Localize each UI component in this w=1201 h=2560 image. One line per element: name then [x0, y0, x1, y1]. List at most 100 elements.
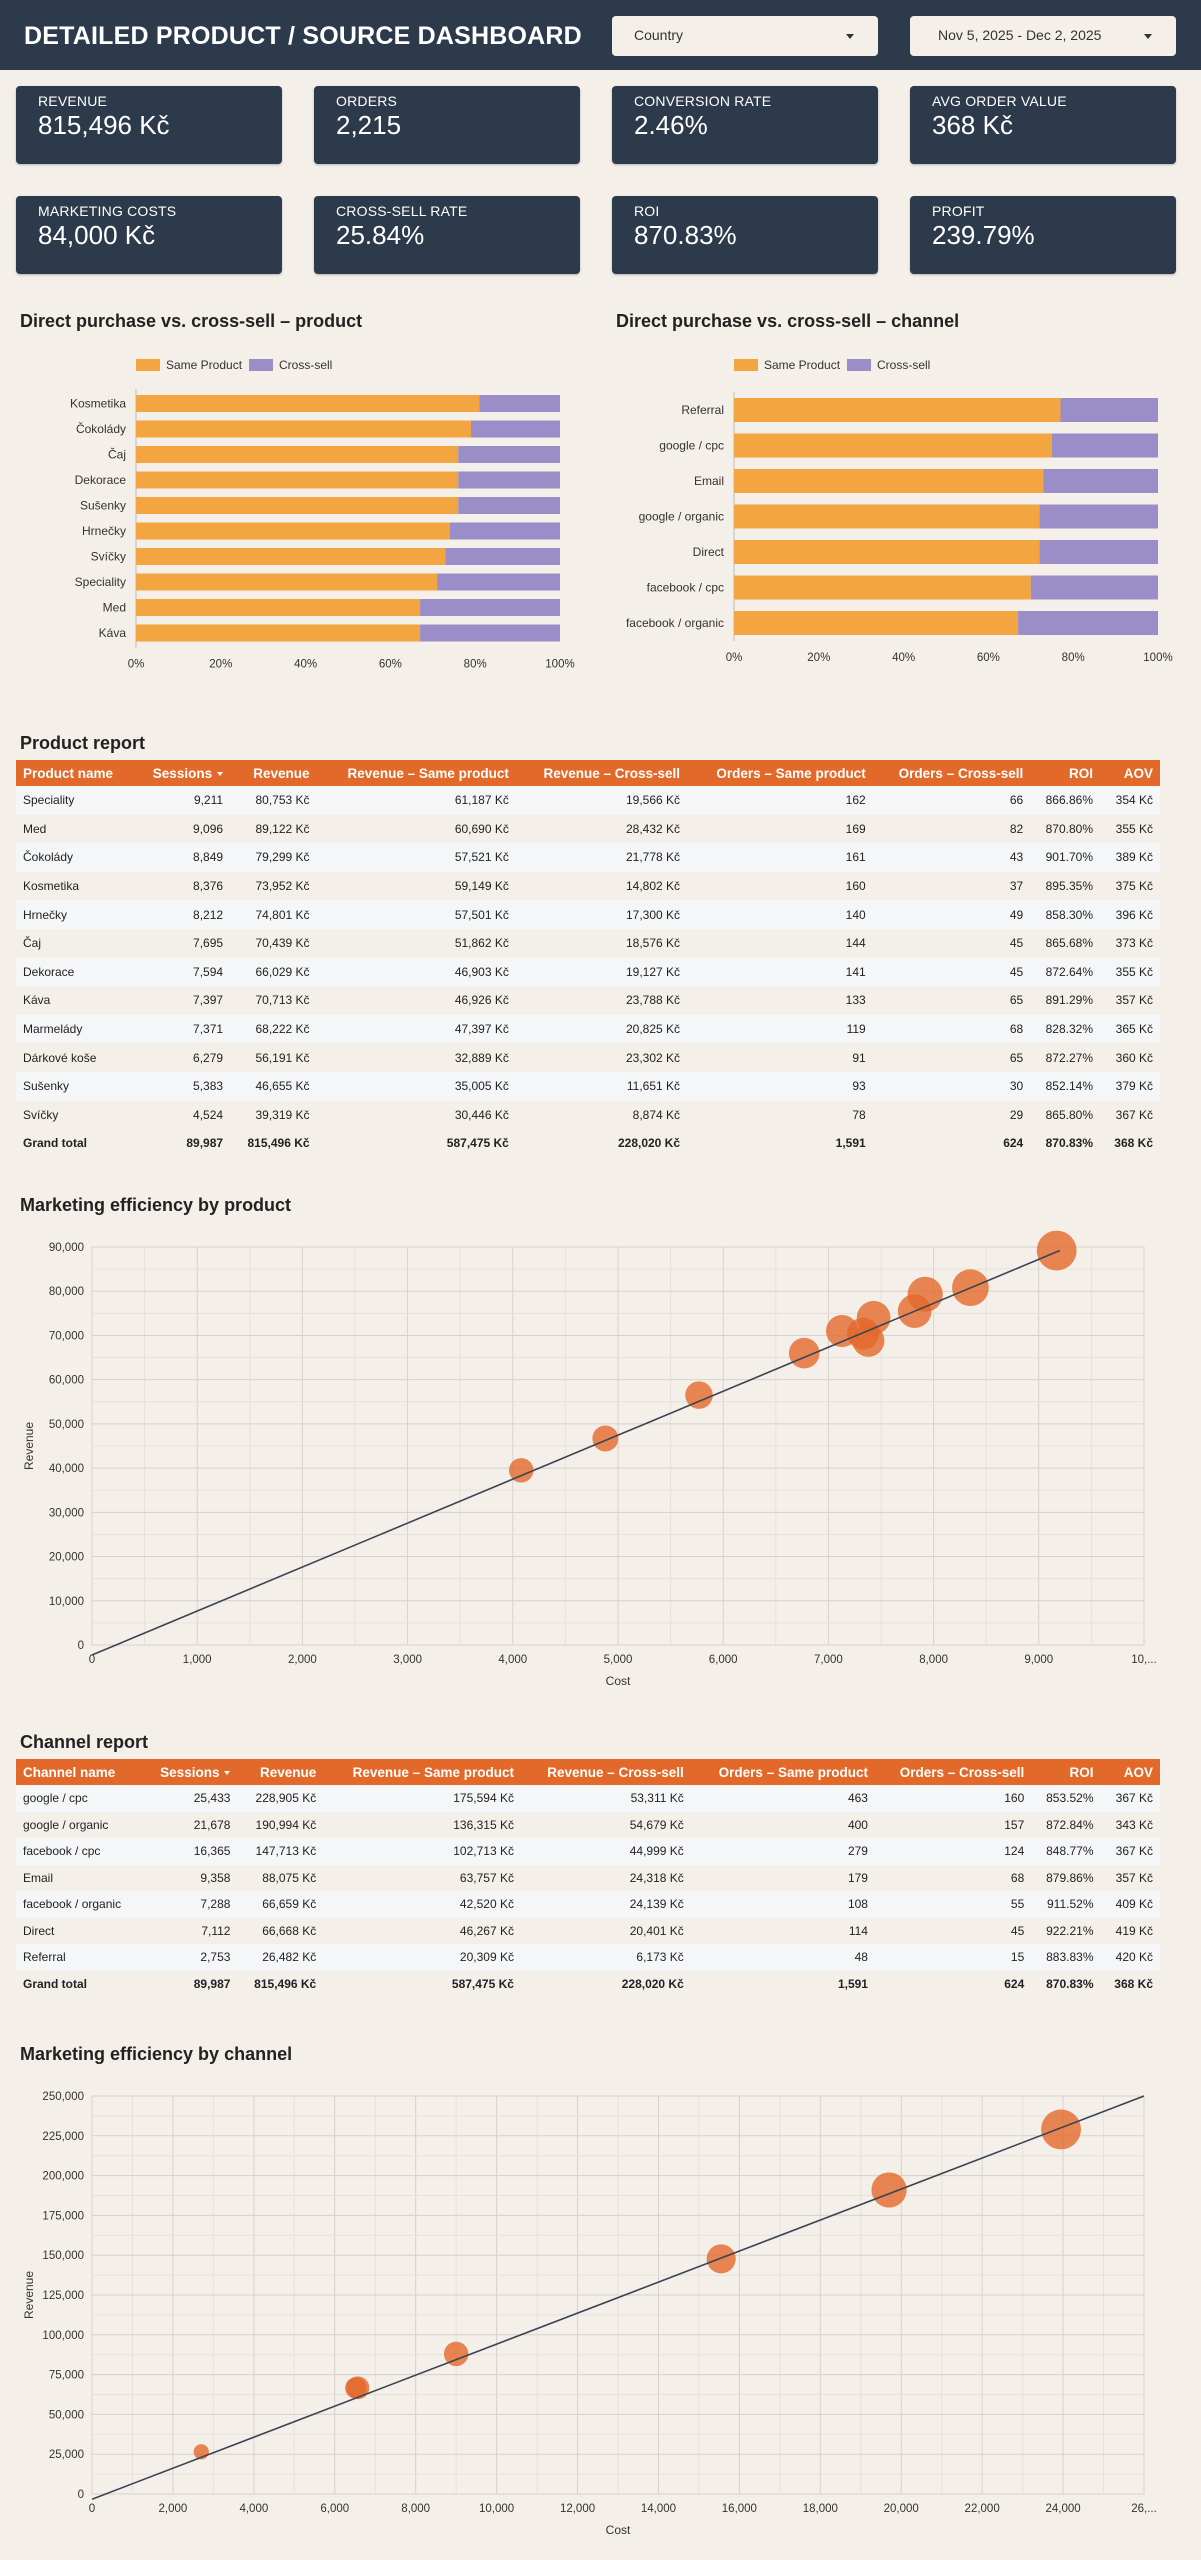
- column-header[interactable]: Orders – Same product: [690, 1759, 875, 1785]
- table-cell: 866.86%: [1030, 786, 1100, 815]
- x-axis-title: Cost: [606, 2523, 631, 2537]
- y-tick-label: 10,000: [49, 1596, 84, 1608]
- table-cell: Káva: [16, 986, 135, 1015]
- x-tick-label: 0: [89, 1654, 95, 1666]
- bar-same-product: [136, 471, 459, 489]
- column-header[interactable]: Revenue – Same product: [323, 1759, 521, 1785]
- table-cell: 870.80%: [1030, 814, 1100, 844]
- table-cell: 68: [874, 1864, 1032, 1891]
- x-tick-label: 8,000: [401, 2503, 430, 2515]
- table-cell: 45: [872, 957, 1031, 987]
- column-header[interactable]: Orders – Cross-sell: [872, 760, 1031, 786]
- table-cell: 895.35%: [1030, 871, 1100, 901]
- column-header[interactable]: ROI: [1031, 1759, 1101, 1785]
- table-row: Čaj 7,695 70,439 Kč 51,862 Kč 18,576 Kč 144 45…: [16, 928, 1160, 958]
- table-cell: 160: [687, 871, 873, 901]
- table-cell: 367 Kč: [1100, 1838, 1160, 1865]
- table-cell: 21,778 Kč: [515, 843, 688, 872]
- x-tick-label: 100%: [1143, 652, 1172, 664]
- table-cell: 55: [874, 1891, 1032, 1918]
- table-cell: google / cpc: [16, 1785, 143, 1812]
- category-label: Dekorace: [75, 473, 127, 487]
- column-header[interactable]: Revenue: [237, 1759, 324, 1785]
- table-cell: 45: [874, 1917, 1032, 1944]
- column-header[interactable]: Product name: [16, 760, 135, 786]
- table-cell: 2,753: [142, 1944, 238, 1971]
- table-row: Email 9,358 88,075 Kč 63,757 Kč 24,318 Kč 179…: [16, 1864, 1160, 1891]
- bar-cross-sell: [1043, 469, 1158, 493]
- table-cell: 66: [872, 786, 1031, 815]
- table-header-row: Channel name Sessions Revenue Revenue – Sam…: [16, 1759, 1160, 1785]
- table-cell: 57,501 Kč: [316, 900, 516, 929]
- table-cell: 46,903 Kč: [316, 957, 516, 987]
- scatter-point: [592, 1425, 619, 1452]
- table-cell: facebook / cpc: [16, 1838, 143, 1865]
- kpi-value: 815,496 Kč: [38, 110, 170, 140]
- table-cell: Med: [16, 814, 135, 844]
- table-row: Referral 2,753 26,482 Kč 20,309 Kč 6,173 Kč 4…: [16, 1944, 1160, 1971]
- column-header[interactable]: Revenue – Cross-sell: [515, 760, 688, 786]
- table-cell: 396 Kč: [1100, 900, 1160, 929]
- bar-cross-sell: [458, 497, 560, 514]
- table-cell: 6,279: [134, 1043, 231, 1072]
- table-cell: 44,999 Kč: [520, 1838, 691, 1865]
- table-cell: Email: [16, 1864, 143, 1891]
- kpi-label: ROI: [634, 203, 660, 219]
- bar-cross-sell: [437, 573, 560, 591]
- table-cell: 102,713 Kč: [323, 1838, 521, 1865]
- table-total-row: Grand total 89,987 815,496 Kč 587,475 Kč 228…: [16, 1129, 1160, 1158]
- table-cell: 7,288: [142, 1891, 238, 1918]
- column-header[interactable]: Orders – Cross-sell: [874, 1759, 1032, 1785]
- y-tick-label: 20,000: [49, 1552, 84, 1564]
- product-efficiency-chart: 0 1,000 2,000 3,000 4,000 5,000 6,000 7,000 8,00…: [22, 1230, 1157, 1688]
- y-tick-label: 75,000: [49, 2370, 84, 2382]
- table-cell: 879.86%: [1031, 1864, 1101, 1891]
- column-header[interactable]: Revenue – Same product: [316, 760, 516, 786]
- kpi-card-conversion-rate: CONVERSION RATE 2.46%: [612, 86, 878, 164]
- x-tick-label: 2,000: [288, 1654, 317, 1666]
- column-header[interactable]: Revenue: [230, 760, 317, 786]
- table-cell: 88,075 Kč: [237, 1864, 324, 1891]
- dashboard-title: DETAILED PRODUCT / SOURCE DASHBOARD: [24, 22, 582, 50]
- chart-legend: Same Product Cross-sell: [734, 358, 930, 372]
- category-label: Čokolády: [76, 421, 126, 436]
- column-header[interactable]: AOV: [1100, 1759, 1160, 1785]
- table-cell: 136,315 Kč: [323, 1811, 521, 1838]
- table-cell: 21,678: [142, 1811, 238, 1838]
- table-cell: 63,757 Kč: [323, 1864, 521, 1891]
- table-cell: 68: [872, 1014, 1031, 1044]
- table-cell: 20,825 Kč: [515, 1014, 688, 1044]
- scatter-point: [508, 1458, 534, 1483]
- x-tick-label: 12,000: [560, 2503, 595, 2515]
- legend-label-same-product: Same Product: [764, 358, 841, 372]
- country-filter-dropdown[interactable]: Country: [612, 16, 878, 56]
- table-cell: 7,397: [134, 986, 231, 1015]
- x-tick-label: 18,000: [803, 2503, 838, 2515]
- column-header[interactable]: AOV: [1100, 760, 1160, 786]
- kpi-value: 84,000 Kč: [38, 220, 156, 250]
- column-header[interactable]: Orders – Same product: [687, 760, 873, 786]
- table-row: Hrnečky 8,212 74,801 Kč 57,501 Kč 17,300 Kč 1…: [16, 900, 1160, 929]
- column-header[interactable]: ROI: [1030, 760, 1100, 786]
- channel-efficiency-chart: 0 2,000 4,000 6,000 8,000 10,000 12,000 14,000 1…: [22, 2091, 1157, 2537]
- table-cell: 46,926 Kč: [316, 986, 516, 1015]
- category-label: Email: [694, 474, 724, 488]
- x-tick-label: 40%: [892, 652, 915, 664]
- date-range-picker[interactable]: Nov 5, 2025 - Dec 2, 2025: [910, 16, 1176, 56]
- table-cell: 68,222 Kč: [230, 1014, 317, 1044]
- table-cell: 8,874 Kč: [515, 1100, 688, 1130]
- x-tick-label: 2,000: [159, 2503, 188, 2515]
- bar-same-product: [734, 469, 1044, 493]
- bar-same-product: [136, 599, 421, 616]
- column-header[interactable]: Sessions: [142, 1759, 238, 1785]
- x-tick-label: 16,000: [722, 2503, 757, 2515]
- column-header[interactable]: Sessions: [134, 760, 231, 786]
- scatter-point: [443, 2341, 469, 2367]
- column-header[interactable]: Channel name: [16, 1759, 143, 1785]
- x-tick-label: 8,000: [919, 1654, 948, 1666]
- table-cell: 32,889 Kč: [316, 1043, 516, 1072]
- table-row: Svíčky 4,524 39,319 Kč 30,446 Kč 8,874 Kč 78 2…: [16, 1100, 1160, 1130]
- table-cell: 23,788 Kč: [515, 986, 688, 1015]
- column-header[interactable]: Revenue – Cross-sell: [520, 1759, 691, 1785]
- y-tick-label: 30,000: [49, 1507, 84, 1519]
